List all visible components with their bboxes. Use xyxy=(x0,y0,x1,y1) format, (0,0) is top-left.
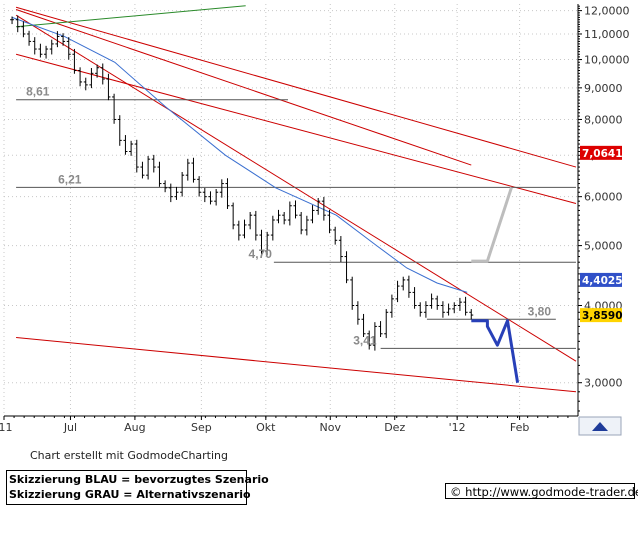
level-label: 4,70 xyxy=(249,247,273,261)
price-tag xyxy=(580,308,622,323)
legend-grey-scenario: Skizzierung GRAU = Alternativszenario xyxy=(9,488,251,501)
chart-labels: 8,61 6,21 4,70 3,80 3,41 xyxy=(26,85,551,348)
trendline xyxy=(16,337,577,393)
trendline xyxy=(16,5,246,28)
price-tag-label: 7,0641 xyxy=(582,148,623,160)
chart-tool-icon xyxy=(592,422,608,431)
y-tick-label: 11,0000 xyxy=(584,28,630,41)
price-tag-label: 4,4025 xyxy=(582,275,623,287)
level-label: 6,21 xyxy=(58,172,82,186)
legend-blue-scenario: Skizzierung BLAU = bevorzugtes Szenario xyxy=(9,473,269,486)
moving-average-line xyxy=(11,16,468,293)
x-tick-label: Sep xyxy=(191,421,212,434)
price-bars xyxy=(10,15,474,351)
y-tick-label: 10,0000 xyxy=(584,54,630,67)
x-tick-label: '12 xyxy=(449,421,466,434)
y-tick-label: 8,0000 xyxy=(584,113,623,126)
y-tick-label: 12,0000 xyxy=(584,5,630,18)
axes: 3,00004,00005,00006,00007,00008,00009,00… xyxy=(0,4,630,436)
scenario-grey-path xyxy=(471,186,513,263)
trendline xyxy=(15,9,472,166)
price-tag xyxy=(580,272,622,287)
plot-area xyxy=(4,4,578,416)
x-tick-label: '11 xyxy=(0,421,13,434)
price-tag xyxy=(580,145,622,160)
x-tick-label: Dez xyxy=(384,421,405,434)
y-tick-label: 3,0000 xyxy=(584,377,623,390)
x-tick-label: Okt xyxy=(256,421,276,434)
chart-lines xyxy=(11,5,577,393)
x-tick-label: Feb xyxy=(510,421,529,434)
trendline xyxy=(15,53,577,204)
x-tick-label: Aug xyxy=(124,421,145,434)
y-tick-label: 6,0000 xyxy=(584,191,623,204)
source-url[interactable]: © http://www.godmode-trader.de xyxy=(445,483,638,499)
grid xyxy=(3,4,578,416)
y-tick-label: 9,0000 xyxy=(584,82,623,95)
level-label: 3,41 xyxy=(353,333,377,347)
x-tick-label: Nov xyxy=(320,421,342,434)
x-tick-label: Jul xyxy=(63,421,77,434)
price-tag-label: 3,8590 xyxy=(582,310,623,322)
trendline xyxy=(15,14,577,362)
scenario-legend: Skizzierung BLAU = bevorzugtes Szenario … xyxy=(6,470,269,505)
level-label: 3,80 xyxy=(528,304,552,318)
trendline xyxy=(15,6,577,168)
scenario-blue-path xyxy=(471,319,520,383)
y-tick-label: 5,0000 xyxy=(584,240,623,253)
chart-credit: Chart erstellt mit GodmodeCharting xyxy=(30,449,228,462)
level-label: 8,61 xyxy=(26,85,50,99)
